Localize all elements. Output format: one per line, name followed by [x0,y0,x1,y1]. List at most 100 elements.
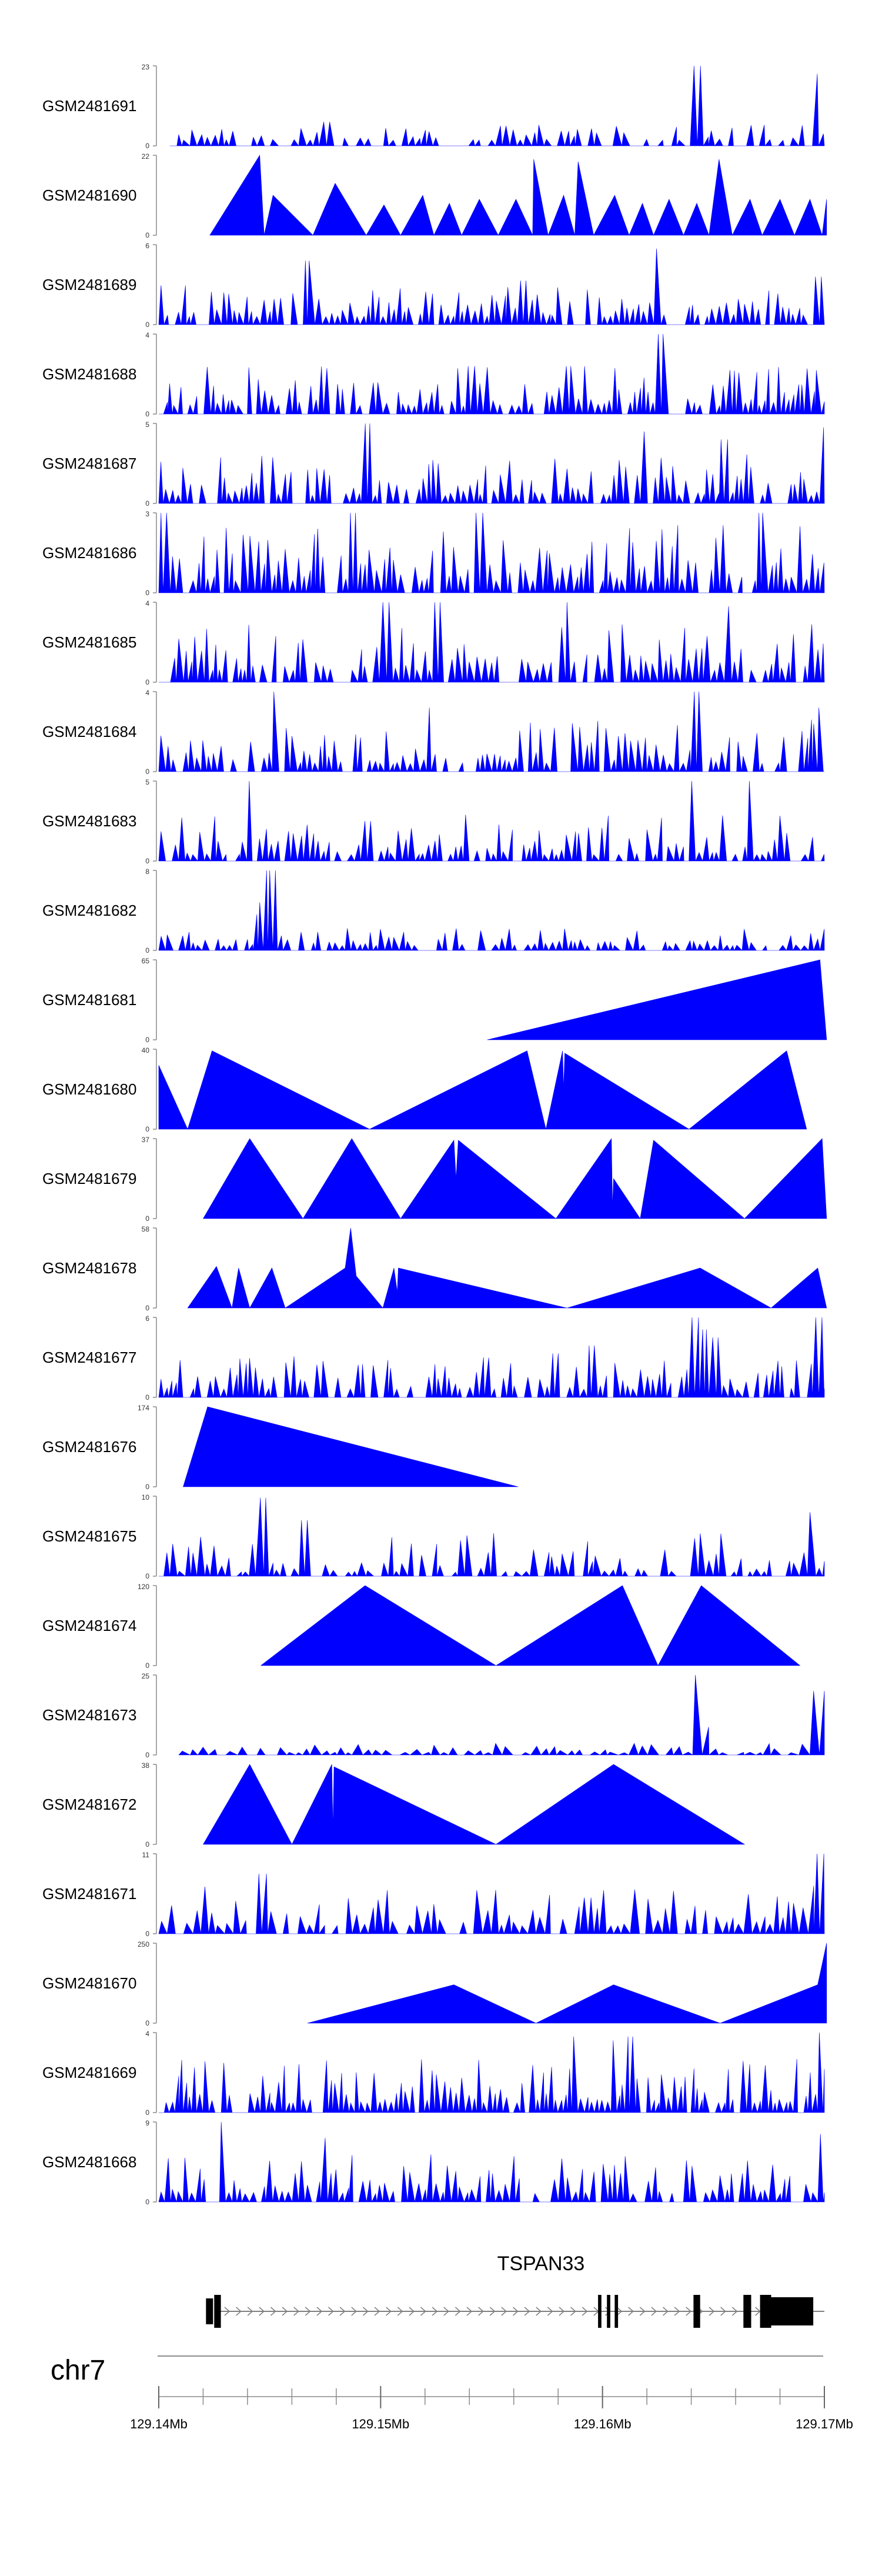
strand-arrow [397,2307,403,2316]
y-max-label: 37 [142,1136,150,1144]
exon [206,2298,213,2324]
y-min-label: 0 [145,499,149,508]
exon [760,2298,769,2324]
y-max-label: 11 [142,1851,150,1859]
strand-arrow [420,2307,426,2316]
track-label: GSM2481686 [42,544,136,562]
track-GSM2481674: GSM2481674 120 0 [42,1583,801,1670]
coverage-area [159,2032,825,2114]
track-label: GSM2481669 [42,2064,136,2081]
track-label: GSM2481689 [42,276,136,293]
track-label: GSM2481670 [42,1974,136,1992]
track-label: GSM2481691 [42,97,136,115]
y-max-label: 5 [145,421,149,429]
strand-arrow [282,2307,288,2316]
strand-arrow [247,2307,253,2316]
strand-arrow [755,2307,761,2316]
strand-arrow [720,2307,726,2316]
track-label: GSM2481675 [42,1527,136,1545]
coverage-area [158,1050,807,1130]
y-max-label: 5 [145,778,149,786]
track-GSM2481682: GSM2481682 8 0 [42,867,825,955]
strand-arrow [328,2307,334,2316]
y-max-label: 6 [145,242,149,250]
strand-arrow [466,2307,473,2316]
strand-arrow [663,2307,669,2316]
y-min-label: 0 [145,1930,149,1938]
y-min-label: 0 [145,589,149,597]
chromosome-axis: chr7 129.14Mb 129.15Mb 129.16Mb 129.17Mb [51,2355,853,2431]
track-label: GSM2481682 [42,902,136,919]
y-max-label: 6 [145,1314,149,1323]
track-label: GSM2481687 [42,455,136,472]
y-min-label: 0 [145,321,149,329]
coverage-area [183,1406,519,1487]
exon [598,2295,602,2328]
coverage-area [202,1764,746,1845]
y-min-label: 0 [145,231,149,239]
track-GSM2481678: GSM2481678 58 0 [42,1225,827,1312]
y-min-label: 0 [145,410,149,418]
track-label: GSM2481683 [42,812,136,830]
track-label: GSM2481671 [42,1885,136,1903]
strand-arrow [639,2307,646,2316]
strand-arrow [524,2307,530,2316]
strand-arrow [616,2307,623,2316]
strand-arrow [582,2307,588,2316]
strand-arrow [455,2307,461,2316]
y-max-label: 4 [145,331,149,339]
y-max-label: 250 [138,1940,149,1948]
strand-arrow [628,2307,634,2316]
track-label: GSM2481674 [42,1617,136,1634]
track-GSM2481686: GSM2481686 3 0 [42,510,825,597]
track-GSM2481676: GSM2481676 174 0 [42,1404,519,1491]
strand-arrow [224,2307,230,2316]
y-min-label: 0 [145,1304,149,1312]
track-label: GSM2481685 [42,633,136,651]
strand-arrow [409,2307,415,2316]
track-GSM2481679: GSM2481679 37 0 [42,1136,827,1223]
track-label: GSM2481677 [42,1349,136,1366]
exon [693,2295,700,2328]
strand-arrow [651,2307,657,2316]
track-label: GSM2481690 [42,186,136,204]
track-GSM2481689: GSM2481689 6 0 [42,242,825,329]
y-max-label: 22 [142,152,150,161]
track-GSM2481677: GSM2481677 6 0 [42,1314,825,1402]
coverage-area [178,1674,825,1756]
strand-arrow [293,2307,299,2316]
coverage-area [158,780,825,862]
coverage-area [158,248,825,326]
y-min-label: 0 [145,678,149,686]
track-GSM2481670: GSM2481670 250 0 [42,1940,827,2027]
y-max-label: 3 [145,510,149,518]
coverage-area [158,1853,825,1935]
track-label: GSM2481676 [42,1438,136,1456]
strand-arrow [386,2307,392,2316]
strand-arrow [686,2307,691,2316]
track-label: GSM2481684 [42,723,136,740]
strand-arrow [305,2307,311,2316]
track-GSM2481688: GSM2481688 4 0 [42,331,825,418]
strand-arrow [236,2307,242,2316]
strand-arrow [536,2307,542,2316]
y-max-label: 40 [142,1046,150,1055]
axis-tick-label: 129.17Mb [796,2417,853,2431]
y-max-label: 9 [145,2119,149,2127]
coverage-area [158,423,825,505]
coverage-area [307,1943,827,2024]
coverage-area [487,959,827,1040]
track-label: GSM2481679 [42,1170,136,1187]
y-max-label: 4 [145,689,149,697]
coverage-area [159,602,825,683]
gene-label: TSPAN33 [497,2253,585,2275]
track-GSM2481684: GSM2481684 4 0 [42,689,824,776]
gene-track: TSPAN33 [206,2253,824,2328]
coverage-area [169,65,825,147]
y-max-label: 174 [138,1404,149,1412]
track-GSM2481683: GSM2481683 5 0 [42,778,825,865]
strand-arrow [443,2307,449,2316]
strand-arrow [432,2307,438,2316]
y-min-label: 0 [145,1572,149,1580]
